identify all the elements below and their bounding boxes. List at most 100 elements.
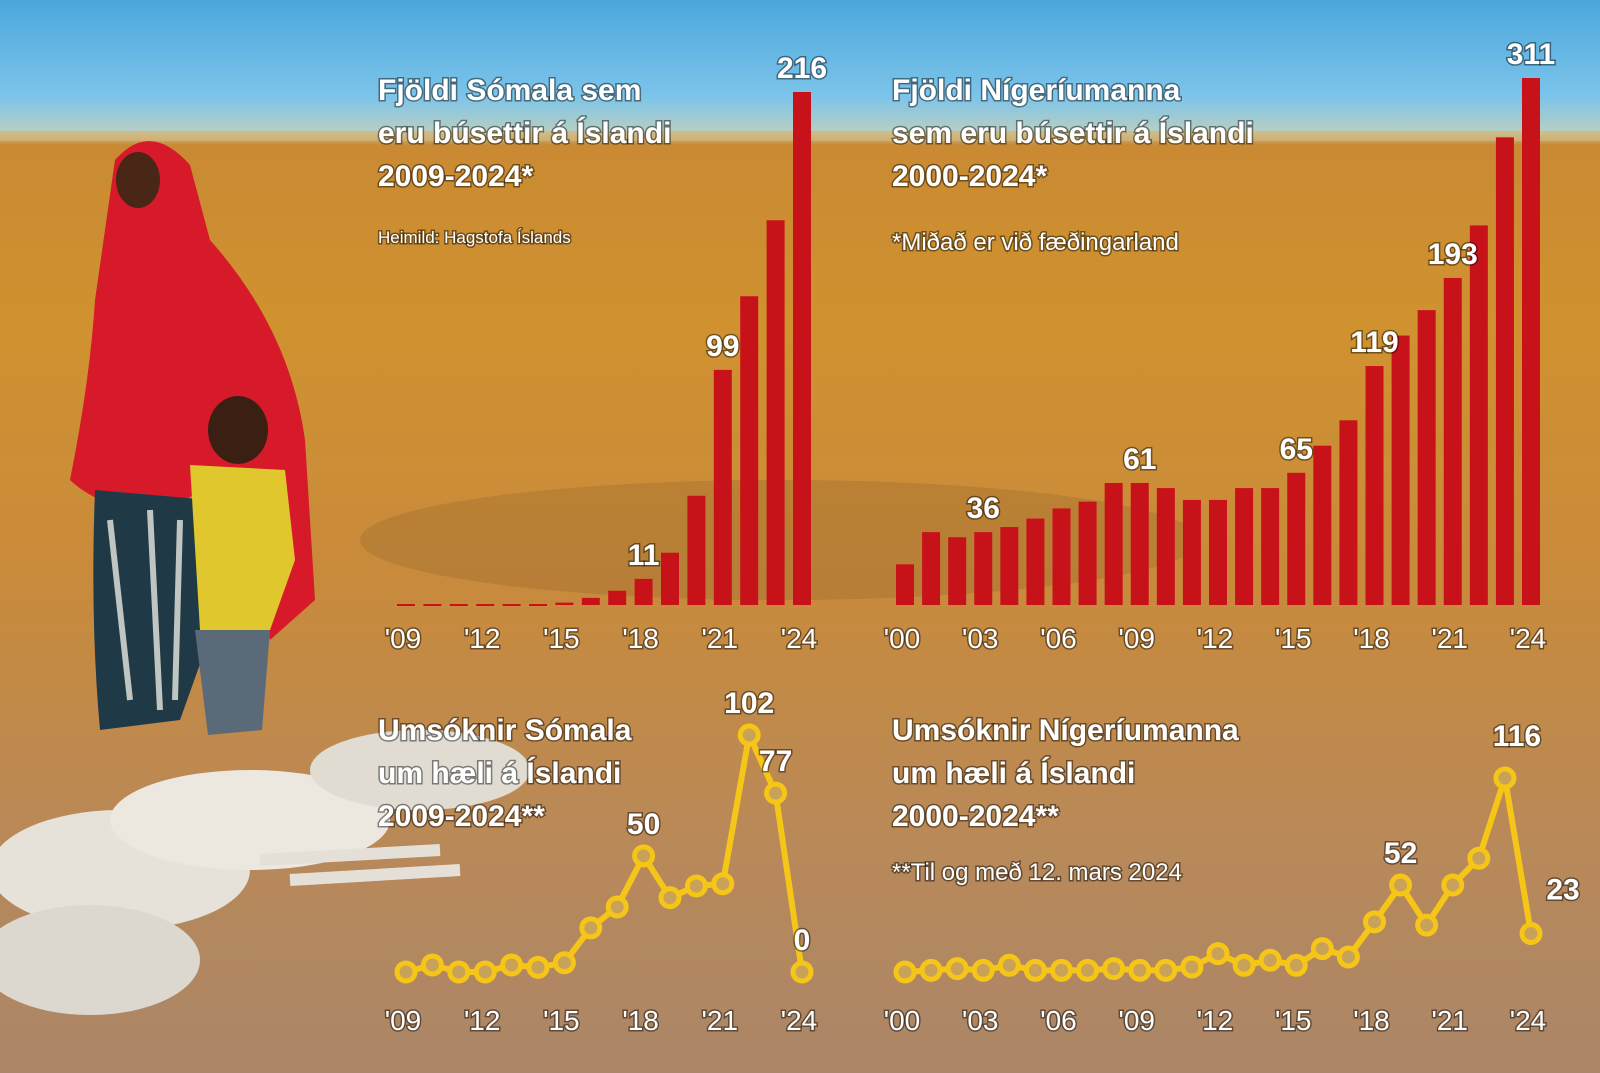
bar [1287, 472, 1306, 605]
x-tick-label: '18 [1353, 1005, 1390, 1036]
x-tick-label: '03 [962, 1005, 999, 1036]
bar [1156, 488, 1175, 605]
x-tick-label: '15 [543, 1005, 580, 1036]
line-point [1336, 945, 1360, 969]
line-point [473, 960, 497, 984]
x-tick-label: '15 [1275, 1005, 1312, 1036]
bar [740, 296, 759, 605]
line-point [1284, 953, 1308, 977]
data-label: 116 [1493, 720, 1541, 753]
x-tick-label: '24 [1510, 623, 1547, 654]
bar [1182, 499, 1201, 605]
line-point [1441, 873, 1465, 897]
bar [766, 220, 785, 605]
line-point [1206, 942, 1230, 966]
data-label: 311 [1507, 38, 1555, 71]
bar [713, 369, 732, 605]
chart-title-line: um hæli á Íslandi [378, 756, 621, 790]
bar [896, 564, 914, 605]
bar [1469, 225, 1488, 605]
line-point [945, 957, 969, 981]
line-point [1154, 958, 1178, 982]
x-tick-label: '06 [1040, 1005, 1077, 1036]
x-tick-label: '00 [884, 1005, 921, 1036]
line-point [1023, 958, 1047, 982]
bar [974, 532, 993, 605]
bar [1261, 488, 1280, 605]
bar [1052, 508, 1071, 605]
bar [687, 495, 706, 605]
chart-title-line: Umsóknir Nígeríumanna [892, 714, 1239, 747]
chart-title-line: Fjöldi Sómala sem [378, 74, 641, 107]
bar [634, 578, 653, 605]
line-point [1363, 910, 1386, 934]
bar [1026, 518, 1045, 605]
line-point [893, 960, 917, 984]
x-tick-label: '09 [1119, 1005, 1156, 1036]
x-tick-label: '06 [1040, 623, 1077, 654]
line-point [1519, 922, 1543, 946]
bar [1104, 482, 1123, 605]
bar [948, 537, 967, 605]
line-point [605, 895, 629, 919]
data-label: 52 [1384, 837, 1417, 870]
chart-title-line: um hæli á Íslandi [892, 756, 1135, 790]
line-point [1232, 953, 1256, 977]
bar [555, 602, 574, 605]
line-point [579, 916, 603, 940]
data-label: 36 [967, 492, 1000, 525]
line-point [1310, 937, 1334, 961]
chart-note: **Til og með 12. mars 2024 [892, 859, 1182, 886]
x-tick-label: '00 [884, 623, 921, 654]
x-tick-label: '24 [781, 623, 818, 654]
x-tick-label: '09 [385, 623, 422, 654]
chart-somalia-residents [397, 92, 811, 606]
data-label: 119 [1350, 326, 1398, 359]
bar [1391, 335, 1410, 605]
x-tick-label: '21 [1432, 623, 1469, 654]
data-label: 0 [794, 924, 811, 957]
chart-somalia-asylum [394, 723, 814, 984]
bar [1235, 488, 1254, 605]
chart-title-line: Fjöldi Nígeríumanna [892, 74, 1181, 107]
bar [1339, 420, 1358, 605]
x-tick-label: '21 [702, 1005, 739, 1036]
x-tick-label: '03 [962, 623, 999, 654]
x-tick-label: '18 [622, 1005, 659, 1036]
data-label: 61 [1123, 443, 1156, 476]
line-point [1102, 957, 1126, 981]
x-tick-label: '18 [1353, 623, 1390, 654]
line-point [526, 955, 550, 979]
data-label: 102 [724, 687, 774, 720]
chart-title-line: 2000-2024* [892, 160, 1047, 193]
line-point [997, 953, 1021, 977]
x-tick-label: '12 [1197, 623, 1234, 654]
bar [1522, 78, 1540, 605]
bar [1209, 499, 1227, 605]
child-figure [190, 396, 295, 735]
line-point [394, 960, 418, 984]
x-tick-label: '12 [464, 1005, 501, 1036]
bar [1417, 310, 1436, 605]
chart-title-line: 2009-2024** [378, 800, 545, 833]
bar [922, 532, 941, 605]
line-point [1389, 873, 1413, 897]
x-tick-label: '09 [385, 1005, 422, 1036]
data-label: 11 [628, 539, 660, 572]
bar [1365, 366, 1384, 605]
chart-note: Heimild: Hagstofa Íslands [378, 228, 571, 247]
line-point [711, 872, 735, 896]
line-point [737, 723, 761, 747]
line-point [1076, 958, 1100, 982]
line-point [1493, 766, 1517, 790]
bar [608, 590, 627, 605]
chart-title-line: 2000-2024** [892, 800, 1059, 833]
data-label: 193 [1428, 238, 1478, 271]
bar [793, 92, 811, 605]
goats [0, 730, 530, 1015]
x-tick-label: '15 [1275, 623, 1312, 654]
line-point [1128, 958, 1152, 982]
chart-title-line: sem eru búsettir á Íslandi [892, 116, 1254, 150]
line-point [632, 844, 656, 868]
